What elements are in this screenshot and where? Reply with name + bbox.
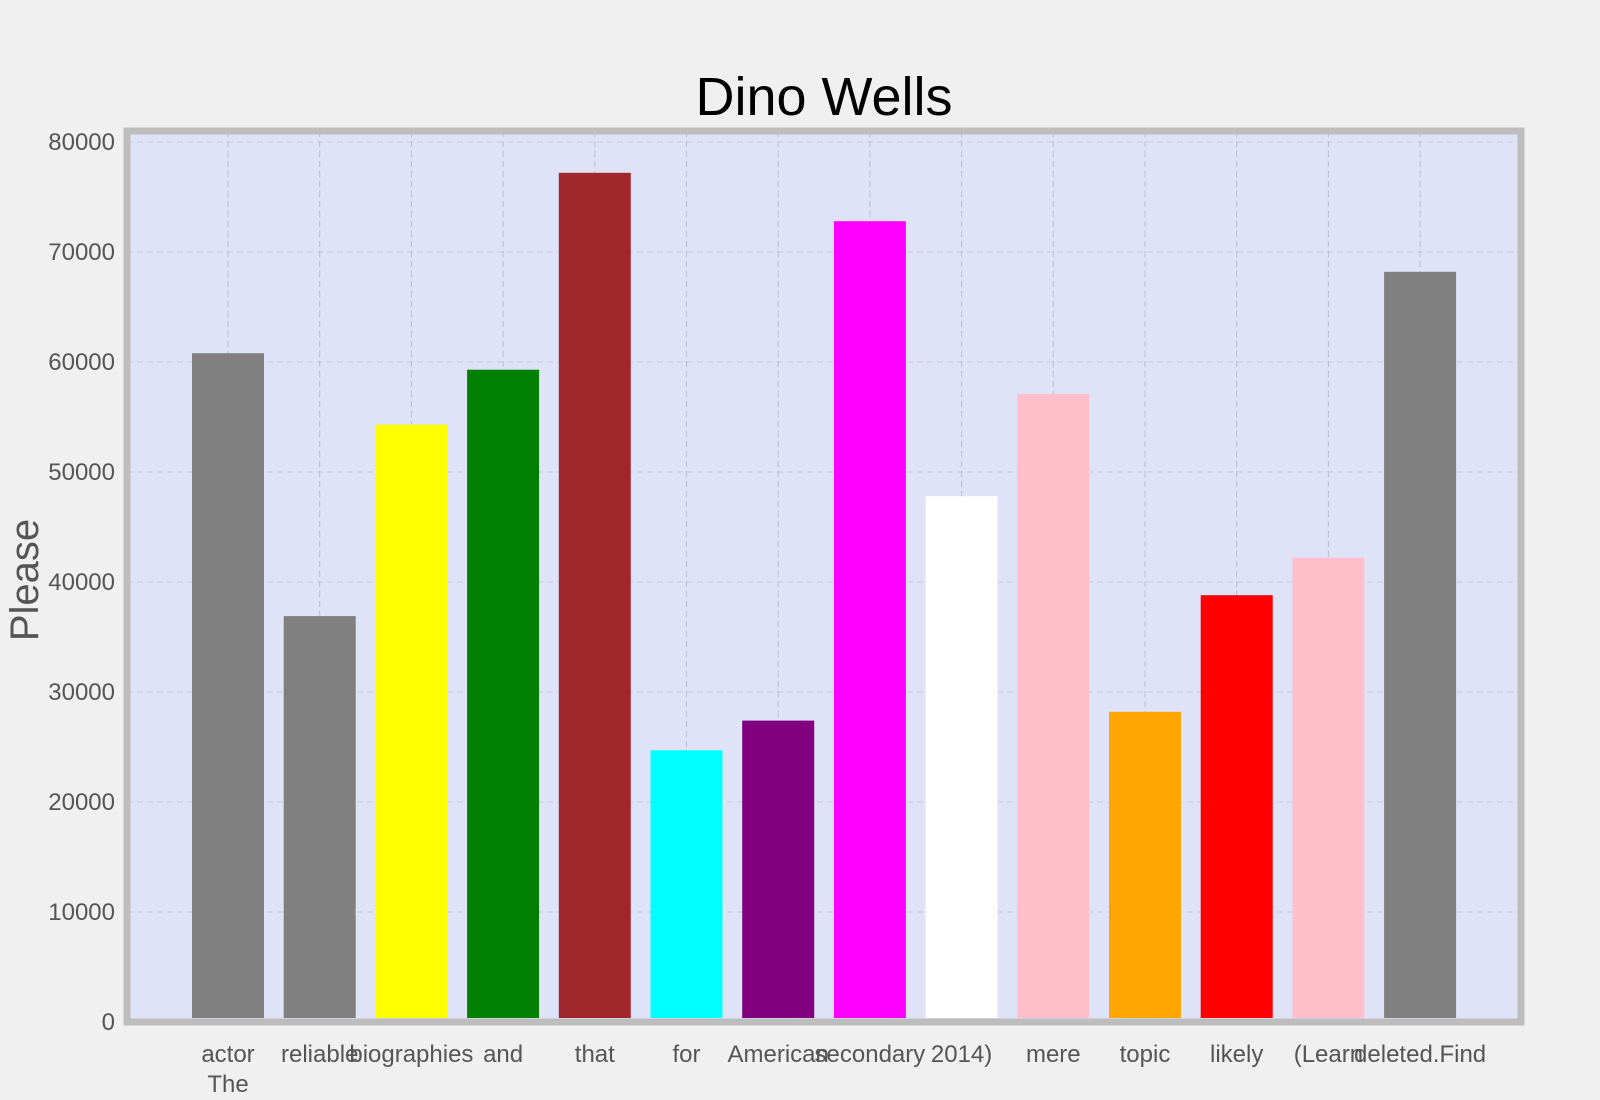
y-tick-label: 70000 bbox=[48, 239, 115, 266]
x-tick-label: topic bbox=[1120, 1041, 1171, 1068]
bar bbox=[1292, 557, 1365, 1018]
bar bbox=[1200, 595, 1273, 1018]
plot-frame bbox=[123, 127, 1525, 1026]
x-tick-label: that bbox=[575, 1041, 615, 1068]
bar bbox=[925, 496, 998, 1018]
x-tick-label: 2014) bbox=[931, 1041, 992, 1068]
bar bbox=[192, 353, 264, 1018]
bar bbox=[833, 221, 906, 1018]
x-tick-label: secondary bbox=[815, 1041, 926, 1068]
y-tick-labels: 0 10000 20000 30000 40000 50000 60000 70000 8000… bbox=[48, 129, 115, 1036]
x-tick-label: American bbox=[728, 1041, 829, 1068]
x-tick-label: biographies bbox=[349, 1041, 473, 1068]
x-tick-label: (Learn bbox=[1294, 1041, 1363, 1068]
y-tick-label: 60000 bbox=[48, 349, 115, 376]
y-tick-label: 80000 bbox=[48, 129, 115, 156]
x-tick-label: for bbox=[672, 1041, 700, 1068]
bar bbox=[650, 750, 723, 1018]
bar bbox=[1017, 393, 1090, 1018]
bar bbox=[1109, 711, 1181, 1018]
y-tick-label: 20000 bbox=[48, 789, 115, 816]
y-tick-label: 10000 bbox=[48, 899, 115, 926]
bar bbox=[283, 616, 356, 1018]
plot-background bbox=[127, 131, 1521, 1022]
bar bbox=[742, 720, 815, 1018]
y-tick-label: 0 bbox=[102, 1009, 115, 1036]
y-tick-label: 40000 bbox=[48, 569, 115, 596]
x-tick-label: deleted.Find bbox=[1354, 1041, 1486, 1068]
y-tick-label: 30000 bbox=[48, 679, 115, 706]
bar bbox=[558, 172, 631, 1019]
x-tick-label: actor The bbox=[201, 1041, 254, 1098]
bar bbox=[1384, 271, 1457, 1018]
y-tick-label: 50000 bbox=[48, 459, 115, 486]
x-tick-label: and bbox=[483, 1041, 523, 1068]
x-tick-label: mere bbox=[1026, 1041, 1081, 1068]
x-tick-label: reliable bbox=[281, 1041, 358, 1068]
y-axis-label: Please bbox=[3, 519, 47, 641]
bars bbox=[192, 172, 1457, 1019]
bar bbox=[375, 424, 448, 1018]
x-tick-label: likely bbox=[1210, 1041, 1263, 1068]
bar bbox=[467, 369, 540, 1018]
chart-title: Dino Wells bbox=[695, 67, 952, 127]
